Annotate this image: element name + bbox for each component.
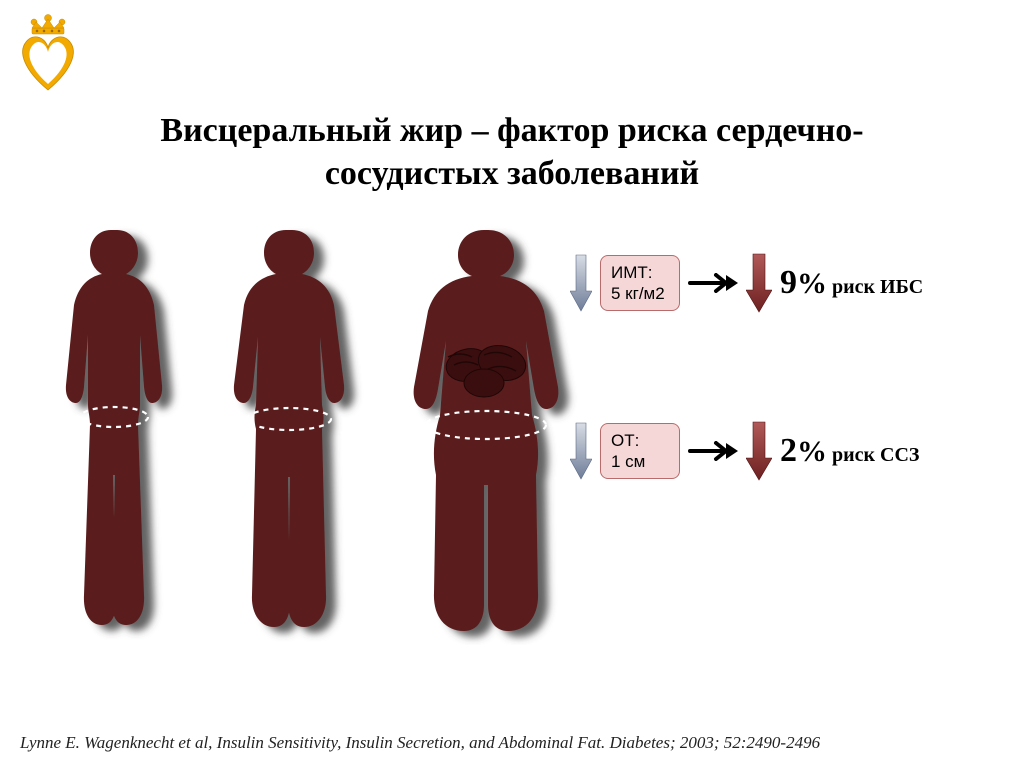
risk-cvd-num: 2: [780, 432, 797, 469]
figure-medium: [210, 225, 375, 645]
down-arrow-red-icon: [746, 420, 772, 482]
bmi-line1: ИМТ:: [611, 262, 669, 283]
risk-ibs-label: 9% риск ИБС: [780, 264, 923, 302]
risk-ibs-rest: риск ИБС: [827, 276, 923, 298]
risk-cvd-pct: %: [797, 435, 827, 468]
slide-title: Висцеральный жир – фактор риска сердечно…: [0, 110, 1024, 195]
body-figures: [40, 225, 560, 655]
bmi-box: ИМТ: 5 кг/м2: [600, 255, 680, 312]
down-arrow-icon: [570, 253, 592, 313]
stat-row-waist: ОТ: 1 см 2% риск ССЗ: [570, 420, 920, 482]
title-line1: Висцеральный жир – фактор риска сердечно…: [0, 110, 1024, 153]
figure-slim: [40, 225, 195, 645]
waist-line2: 1 см: [611, 451, 669, 472]
heart-crown-logo: [14, 8, 82, 93]
risk-ibs-num: 9: [780, 264, 797, 301]
bmi-line2: 5 кг/м2: [611, 283, 669, 304]
right-arrow-icon: [688, 273, 738, 293]
down-arrow-icon: [570, 421, 592, 481]
risk-cvd-label: 2% риск ССЗ: [780, 432, 920, 470]
right-arrow-icon: [688, 441, 738, 461]
risk-ibs-pct: %: [797, 267, 827, 300]
stat-row-bmi: ИМТ: 5 кг/м2 9% риск ИБС: [570, 252, 923, 314]
citation: Lynne E. Wagenknecht et al, Insulin Sens…: [20, 733, 820, 753]
figure-obese: [390, 225, 590, 645]
risk-cvd-rest: риск ССЗ: [827, 444, 920, 466]
waist-line1: ОТ:: [611, 430, 669, 451]
waist-box: ОТ: 1 см: [600, 423, 680, 480]
title-line2: сосудистых заболеваний: [0, 153, 1024, 196]
down-arrow-red-icon: [746, 252, 772, 314]
